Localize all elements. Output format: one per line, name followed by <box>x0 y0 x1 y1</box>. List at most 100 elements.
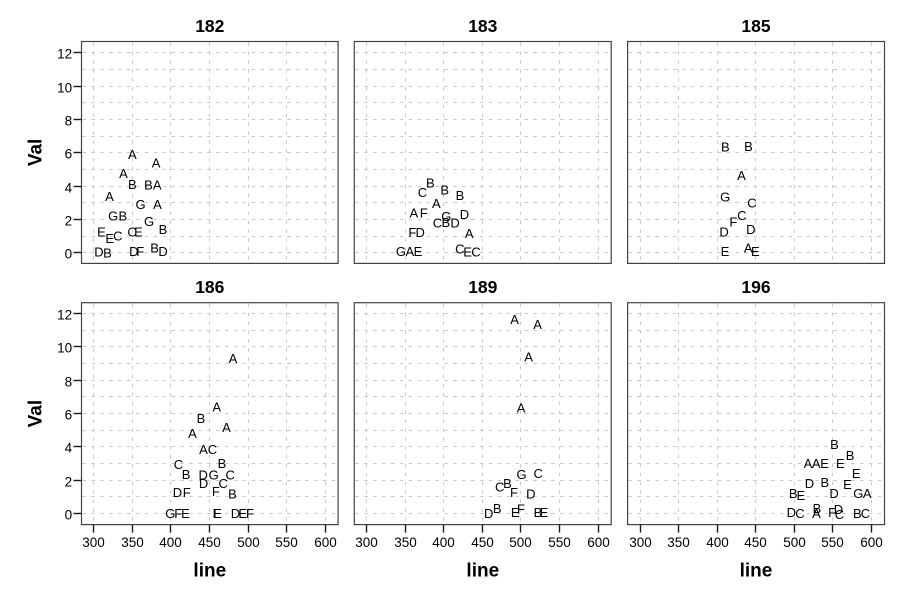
svg-text:B: B <box>789 486 798 501</box>
svg-text:350: 350 <box>394 535 417 550</box>
svg-text:B: B <box>813 501 822 516</box>
svg-text:C: C <box>174 457 183 472</box>
svg-text:D: D <box>231 506 240 521</box>
svg-text:D: D <box>805 476 814 491</box>
svg-text:D: D <box>746 222 755 237</box>
svg-text:Val: Val <box>26 139 47 166</box>
svg-text:E: E <box>134 225 143 240</box>
svg-text:E: E <box>540 505 549 520</box>
svg-text:A: A <box>405 244 414 259</box>
svg-text:D: D <box>484 506 493 521</box>
svg-text:A: A <box>533 317 542 332</box>
svg-text:182: 182 <box>195 16 224 36</box>
svg-text:F: F <box>246 506 254 521</box>
svg-text:E: E <box>836 456 845 471</box>
svg-text:B: B <box>493 501 502 516</box>
svg-text:E: E <box>463 244 472 259</box>
svg-text:C: C <box>219 476 228 491</box>
svg-text:189: 189 <box>468 277 497 297</box>
svg-text:F: F <box>212 484 220 499</box>
svg-text:400: 400 <box>159 535 182 550</box>
svg-text:450: 450 <box>471 535 494 550</box>
svg-text:A: A <box>744 241 753 256</box>
svg-text:600: 600 <box>314 535 337 550</box>
svg-text:D: D <box>460 207 469 222</box>
svg-text:D: D <box>173 485 182 500</box>
svg-text:D: D <box>199 468 208 483</box>
svg-text:B: B <box>534 505 543 520</box>
svg-text:0: 0 <box>65 507 73 522</box>
svg-text:10: 10 <box>57 340 72 355</box>
svg-text:183: 183 <box>468 16 497 36</box>
svg-text:E: E <box>796 488 805 503</box>
svg-text:B: B <box>721 139 730 154</box>
svg-text:F: F <box>420 206 428 221</box>
svg-text:B: B <box>150 241 159 256</box>
svg-text:350: 350 <box>667 535 690 550</box>
svg-text:D: D <box>450 215 459 230</box>
svg-text:A: A <box>737 168 746 183</box>
svg-text:B: B <box>744 139 753 154</box>
svg-text:G: G <box>516 467 526 482</box>
svg-text:B: B <box>144 178 153 193</box>
svg-text:F: F <box>729 215 737 230</box>
svg-text:E: E <box>511 505 520 520</box>
svg-text:F: F <box>828 505 836 520</box>
svg-text:C: C <box>835 507 844 522</box>
svg-text:G: G <box>136 197 146 212</box>
svg-text:A: A <box>188 426 197 441</box>
svg-text:F: F <box>136 244 144 259</box>
svg-text:F: F <box>174 506 182 521</box>
svg-text:E: E <box>181 506 190 521</box>
svg-text:F: F <box>183 485 191 500</box>
svg-text:6: 6 <box>65 407 73 422</box>
svg-text:F: F <box>517 502 525 517</box>
svg-text:A: A <box>465 226 474 241</box>
svg-text:500: 500 <box>237 535 260 550</box>
svg-text:B: B <box>118 209 127 224</box>
svg-text:G: G <box>853 486 863 501</box>
svg-text:A: A <box>409 206 418 221</box>
svg-text:A: A <box>128 147 137 162</box>
svg-text:E: E <box>414 244 423 259</box>
svg-text:C: C <box>737 208 746 223</box>
svg-text:A: A <box>153 197 162 212</box>
svg-text:A: A <box>812 456 821 471</box>
svg-text:F: F <box>408 225 416 240</box>
svg-text:E: E <box>97 225 106 240</box>
svg-text:D: D <box>719 224 728 239</box>
svg-text:line: line <box>740 561 773 582</box>
svg-text:A: A <box>152 156 161 171</box>
svg-text:A: A <box>212 399 221 414</box>
svg-text:D: D <box>158 244 167 259</box>
svg-text:C: C <box>534 466 543 481</box>
svg-text:500: 500 <box>783 535 806 550</box>
svg-text:C: C <box>433 215 442 230</box>
svg-text:300: 300 <box>355 535 378 550</box>
svg-text:550: 550 <box>548 535 571 550</box>
svg-text:A: A <box>432 196 441 211</box>
svg-text:400: 400 <box>432 535 455 550</box>
svg-text:4: 4 <box>65 180 73 195</box>
svg-text:450: 450 <box>744 535 767 550</box>
svg-text:B: B <box>228 487 237 502</box>
svg-text:400: 400 <box>706 535 729 550</box>
svg-text:B: B <box>159 222 168 237</box>
svg-text:G: G <box>108 209 118 224</box>
svg-text:450: 450 <box>198 535 221 550</box>
svg-text:D: D <box>199 476 208 491</box>
svg-text:500: 500 <box>509 535 532 550</box>
svg-text:A: A <box>863 486 872 501</box>
svg-text:E: E <box>820 456 829 471</box>
svg-text:A: A <box>105 189 114 204</box>
svg-text:A: A <box>524 349 533 364</box>
svg-text:E: E <box>852 466 861 481</box>
svg-text:D: D <box>829 486 838 501</box>
svg-text:D: D <box>94 244 103 259</box>
svg-text:600: 600 <box>860 535 883 550</box>
svg-text:C: C <box>795 506 804 521</box>
svg-text:E: E <box>105 231 114 246</box>
svg-text:C: C <box>418 185 427 200</box>
svg-text:600: 600 <box>587 535 610 550</box>
svg-text:A: A <box>812 506 821 521</box>
